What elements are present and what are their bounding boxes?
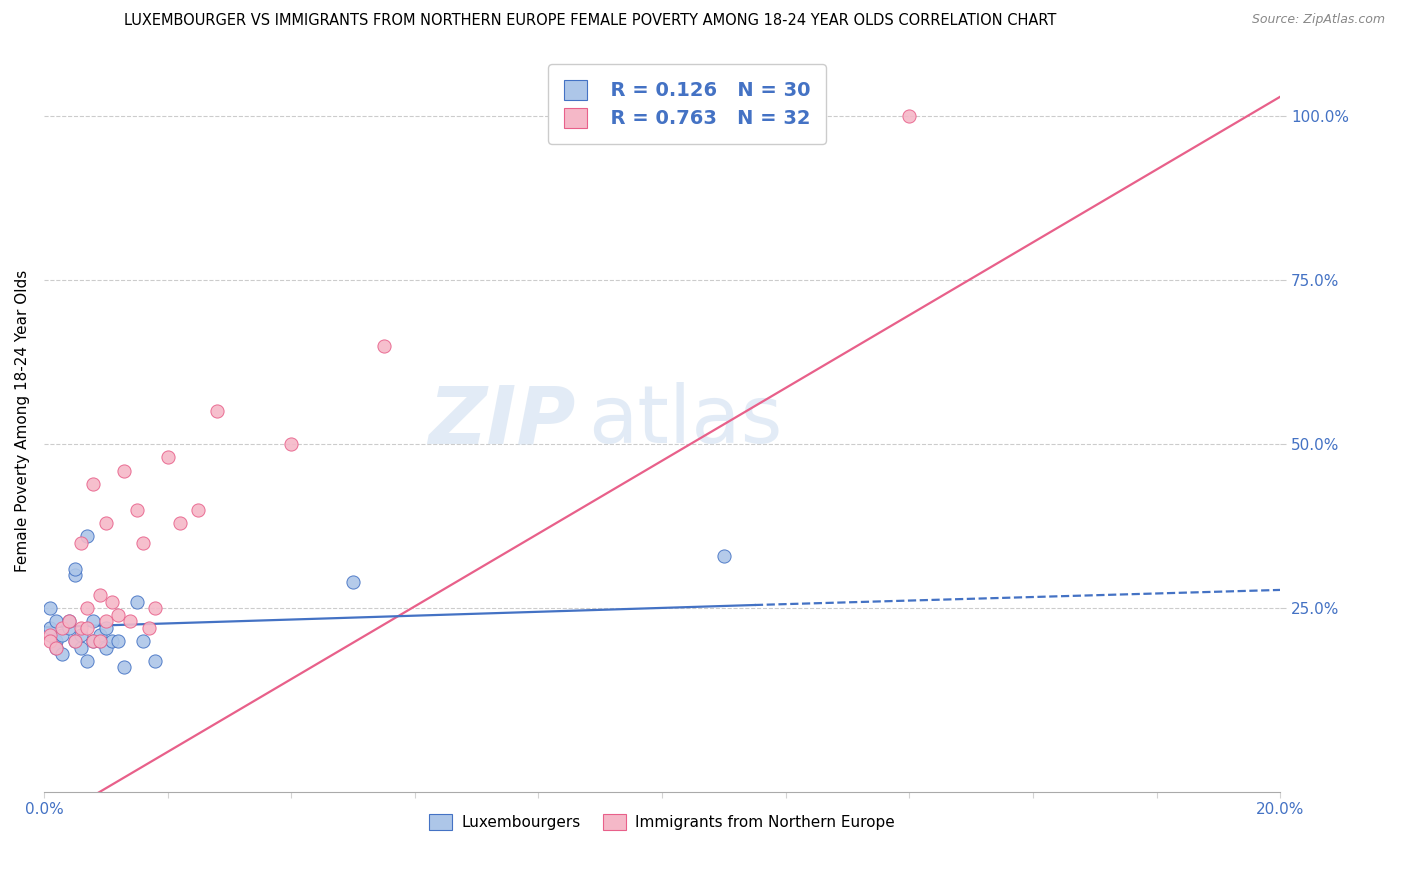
Point (39, 601, 62, 615)
Point (70, 535, 93, 549)
Point (94, 621, 117, 635)
Point (713, 549, 735, 563)
Text: atlas: atlas (588, 383, 782, 460)
Point (94, 516, 117, 530)
Point (101, 634, 124, 648)
Point (45, 634, 67, 648)
Point (39, 621, 62, 635)
Point (89, 634, 111, 648)
Point (342, 575, 364, 590)
Point (76, 601, 98, 615)
Point (45, 640, 67, 655)
Point (82, 634, 104, 648)
Point (63, 568, 86, 582)
Point (169, 516, 191, 530)
Point (898, 109, 921, 123)
Point (205, 404, 228, 418)
Point (125, 595, 148, 609)
Point (651, 109, 673, 123)
Point (132, 535, 155, 549)
Point (107, 607, 129, 622)
Y-axis label: Female Poverty Among 18-24 Year Olds: Female Poverty Among 18-24 Year Olds (15, 270, 30, 573)
Point (63, 634, 86, 648)
Point (76, 529, 98, 543)
Point (112, 660, 135, 674)
Point (143, 654, 166, 668)
Point (58, 615, 80, 629)
Point (132, 634, 155, 648)
Point (280, 437, 302, 451)
Point (51, 621, 73, 635)
Point (89, 627, 111, 641)
Point (51, 647, 73, 661)
Point (107, 634, 129, 648)
Point (143, 601, 166, 615)
Point (94, 615, 117, 629)
Point (82, 634, 104, 648)
Point (63, 634, 86, 648)
Point (58, 615, 80, 629)
Point (138, 621, 160, 635)
Point (82, 476, 104, 491)
Point (156, 450, 179, 465)
Point (94, 640, 117, 655)
Text: LUXEMBOURGER VS IMMIGRANTS FROM NORTHERN EUROPE FEMALE POVERTY AMONG 18-24 YEAR : LUXEMBOURGER VS IMMIGRANTS FROM NORTHERN… (124, 13, 1057, 29)
Point (70, 621, 93, 635)
Point (373, 339, 395, 353)
Point (39, 634, 62, 648)
Point (58, 621, 80, 635)
Point (51, 627, 73, 641)
Point (45, 640, 67, 655)
Point (89, 634, 111, 648)
Point (70, 627, 93, 641)
Point (45, 615, 67, 629)
Point (187, 503, 209, 517)
Point (89, 588, 111, 602)
Point (63, 562, 86, 576)
Point (70, 640, 93, 655)
Point (101, 595, 124, 609)
Point (39, 627, 62, 641)
Text: Source: ZipAtlas.com: Source: ZipAtlas.com (1251, 13, 1385, 27)
Text: ZIP: ZIP (429, 383, 575, 460)
Point (76, 621, 98, 635)
Point (76, 654, 98, 668)
Point (120, 615, 142, 629)
Point (82, 615, 104, 629)
Point (125, 503, 148, 517)
Point (112, 463, 135, 477)
Legend: Luxembourgers, Immigrants from Northern Europe: Luxembourgers, Immigrants from Northern … (423, 808, 901, 836)
